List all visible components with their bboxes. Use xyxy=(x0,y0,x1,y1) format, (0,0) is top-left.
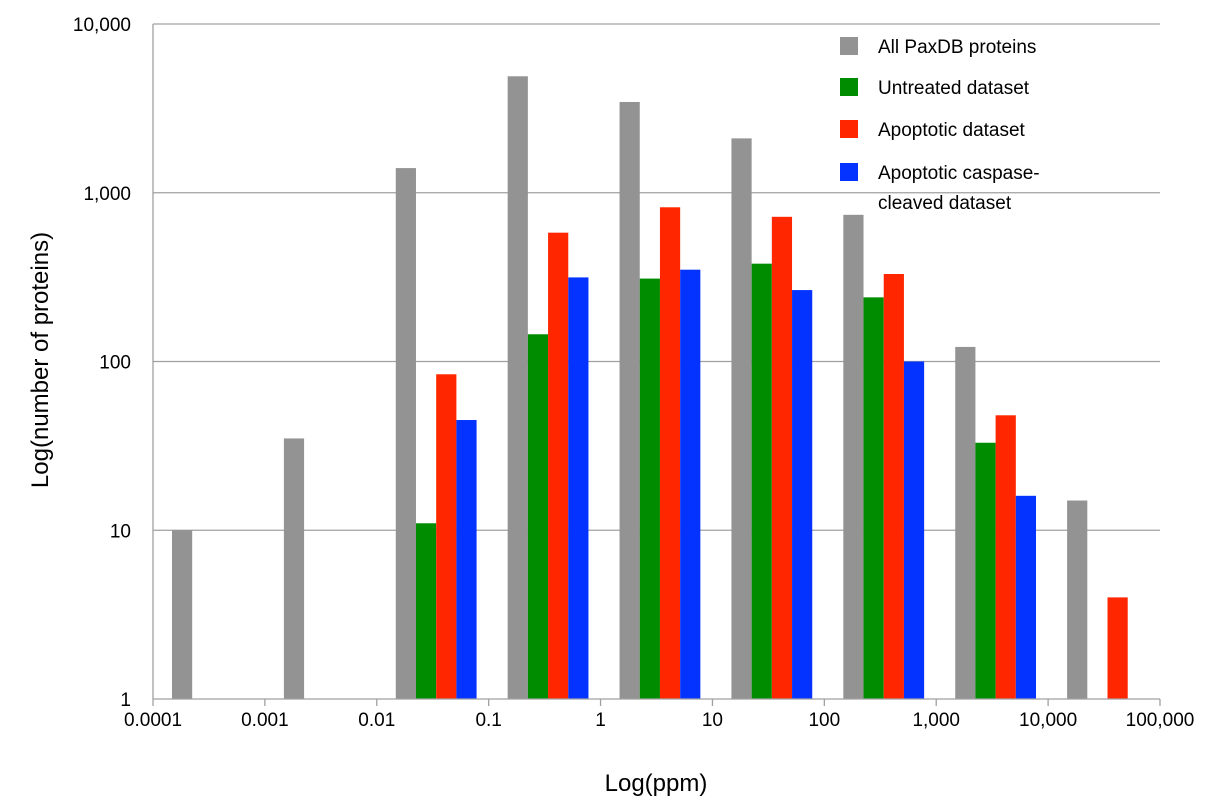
bar xyxy=(619,101,640,699)
bar xyxy=(659,207,681,699)
x-axis-title: Log(ppm) xyxy=(605,770,708,797)
bar xyxy=(1067,500,1088,699)
bar xyxy=(771,216,793,699)
x-tick-label: 100,000 xyxy=(1126,710,1195,731)
bar xyxy=(172,530,193,699)
bar xyxy=(1015,495,1037,699)
bar xyxy=(792,290,813,699)
bar xyxy=(395,168,416,700)
y-tick-label: 100 xyxy=(99,353,131,374)
x-tick-label: 10 xyxy=(702,710,723,731)
bar xyxy=(975,442,996,699)
bar xyxy=(436,374,457,699)
x-tick-label: 0.001 xyxy=(241,710,289,731)
x-tick-label: 0.0001 xyxy=(124,710,182,731)
y-tick-label: 1,000 xyxy=(83,184,131,205)
legend-label: All PaxDB proteins xyxy=(878,37,1036,58)
bar xyxy=(548,232,569,700)
legend-label: Apoptotic dataset xyxy=(878,120,1026,141)
y-axis-title: Log(number of proteins) xyxy=(27,232,54,488)
bar xyxy=(751,263,772,699)
bar xyxy=(955,346,976,699)
x-tick-label: 1,000 xyxy=(912,710,960,731)
legend-label: Apoptotic caspase-cleaved dataset xyxy=(878,163,1040,214)
bar xyxy=(527,334,549,699)
bar xyxy=(731,138,752,699)
legend: All PaxDB proteins Untreated dataset Apopt… xyxy=(840,37,1040,214)
bars xyxy=(172,76,1128,700)
bar xyxy=(568,277,589,699)
bar xyxy=(903,361,925,699)
legend-swatch xyxy=(840,37,858,55)
y-tick-label: 1 xyxy=(120,690,131,711)
bar xyxy=(843,214,864,700)
axes xyxy=(152,24,1161,706)
bar xyxy=(507,76,528,699)
legend-swatch xyxy=(840,78,858,96)
x-tick-label: 0.1 xyxy=(475,710,501,731)
legend-label: Untreated dataset xyxy=(878,78,1030,99)
bar xyxy=(283,438,305,699)
bar xyxy=(995,415,1016,699)
bar xyxy=(680,269,701,699)
x-tick-label: 10,000 xyxy=(1019,710,1077,731)
x-tick-label: 100 xyxy=(808,710,840,731)
y-tick-labels: 1 10 100 1,000 10,000 xyxy=(73,15,131,711)
x-tick-label: 0.01 xyxy=(358,710,395,731)
x-tick-labels: 0.0001 0.001 0.01 0.1 1 10 100 1,000 10,000 100,0… xyxy=(124,710,1194,731)
bar xyxy=(456,420,477,699)
bar xyxy=(883,274,904,699)
y-tick-label: 10 xyxy=(110,521,131,542)
bar xyxy=(863,297,884,699)
legend-swatch xyxy=(840,120,858,138)
bar xyxy=(639,278,660,699)
x-tick-label: 1 xyxy=(595,710,606,731)
bar xyxy=(1107,597,1128,699)
y-tick-label: 10,000 xyxy=(73,15,131,36)
bar xyxy=(415,523,437,699)
legend-swatch xyxy=(840,163,858,181)
